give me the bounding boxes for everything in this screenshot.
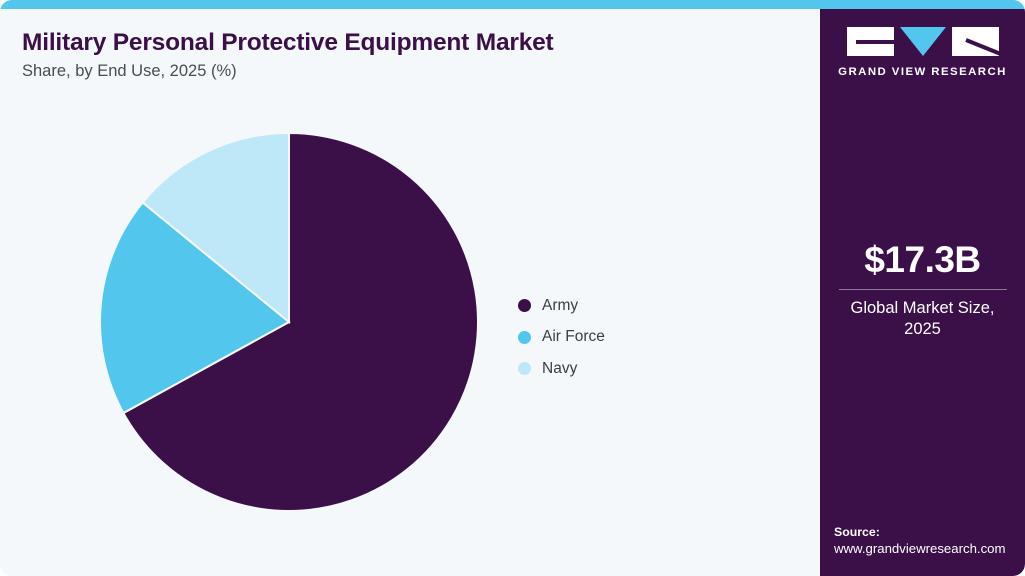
stat-divider <box>838 288 1007 290</box>
legend-swatch-army <box>518 299 531 313</box>
chart-main-area: Military Personal Protective Equipment M… <box>0 9 820 576</box>
legend-label-army: Army <box>542 296 579 314</box>
title-block: Military Personal Protective Equipment M… <box>22 29 782 82</box>
letter-g-icon <box>846 27 894 56</box>
legend-swatch-air-force <box>518 330 531 344</box>
brand-side-panel: GRAND VIEW RESEARCH $17.3B Global Market… <box>820 9 1025 576</box>
legend-item-army[interactable]: Army <box>518 290 768 322</box>
pie-chart <box>100 133 478 511</box>
page-title: Military Personal Protective Equipment M… <box>22 29 554 56</box>
source-url[interactable]: www.grandviewresearch.com <box>834 541 1006 557</box>
legend-swatch-navy <box>518 362 531 376</box>
triangle-down-icon <box>899 27 946 56</box>
letter-r-icon <box>951 27 999 56</box>
chart-legend: Army Air Force Navy <box>518 290 768 385</box>
legend-item-navy[interactable]: Navy <box>518 353 768 385</box>
logo-marks <box>846 27 999 57</box>
pie-slice-army[interactable] <box>122 133 478 511</box>
pie-slice-navy[interactable] <box>141 133 290 325</box>
page-subtitle: Share, by End Use, 2025 (%) <box>22 61 237 80</box>
pie-slice-air-force[interactable] <box>100 201 291 415</box>
market-size-value: $17.3B <box>864 239 981 280</box>
brand-logo-text: GRAND VIEW RESEARCH <box>838 66 1007 78</box>
legend-label-navy: Navy <box>542 359 578 377</box>
pie-chart-svg <box>100 133 478 511</box>
top-accent-bar <box>0 0 1025 9</box>
legend-label-air-force: Air Force <box>542 328 605 346</box>
source-block: Source: www.grandviewresearch.com <box>834 524 1025 558</box>
market-size-stat: $17.3B Global Market Size, 2025 <box>820 239 1025 341</box>
source-label: Source: <box>834 524 880 539</box>
market-size-caption: Global Market Size, 2025 <box>850 298 995 339</box>
brand-logo: GRAND VIEW RESEARCH <box>820 27 1025 78</box>
legend-item-air-force[interactable]: Air Force <box>518 322 768 354</box>
